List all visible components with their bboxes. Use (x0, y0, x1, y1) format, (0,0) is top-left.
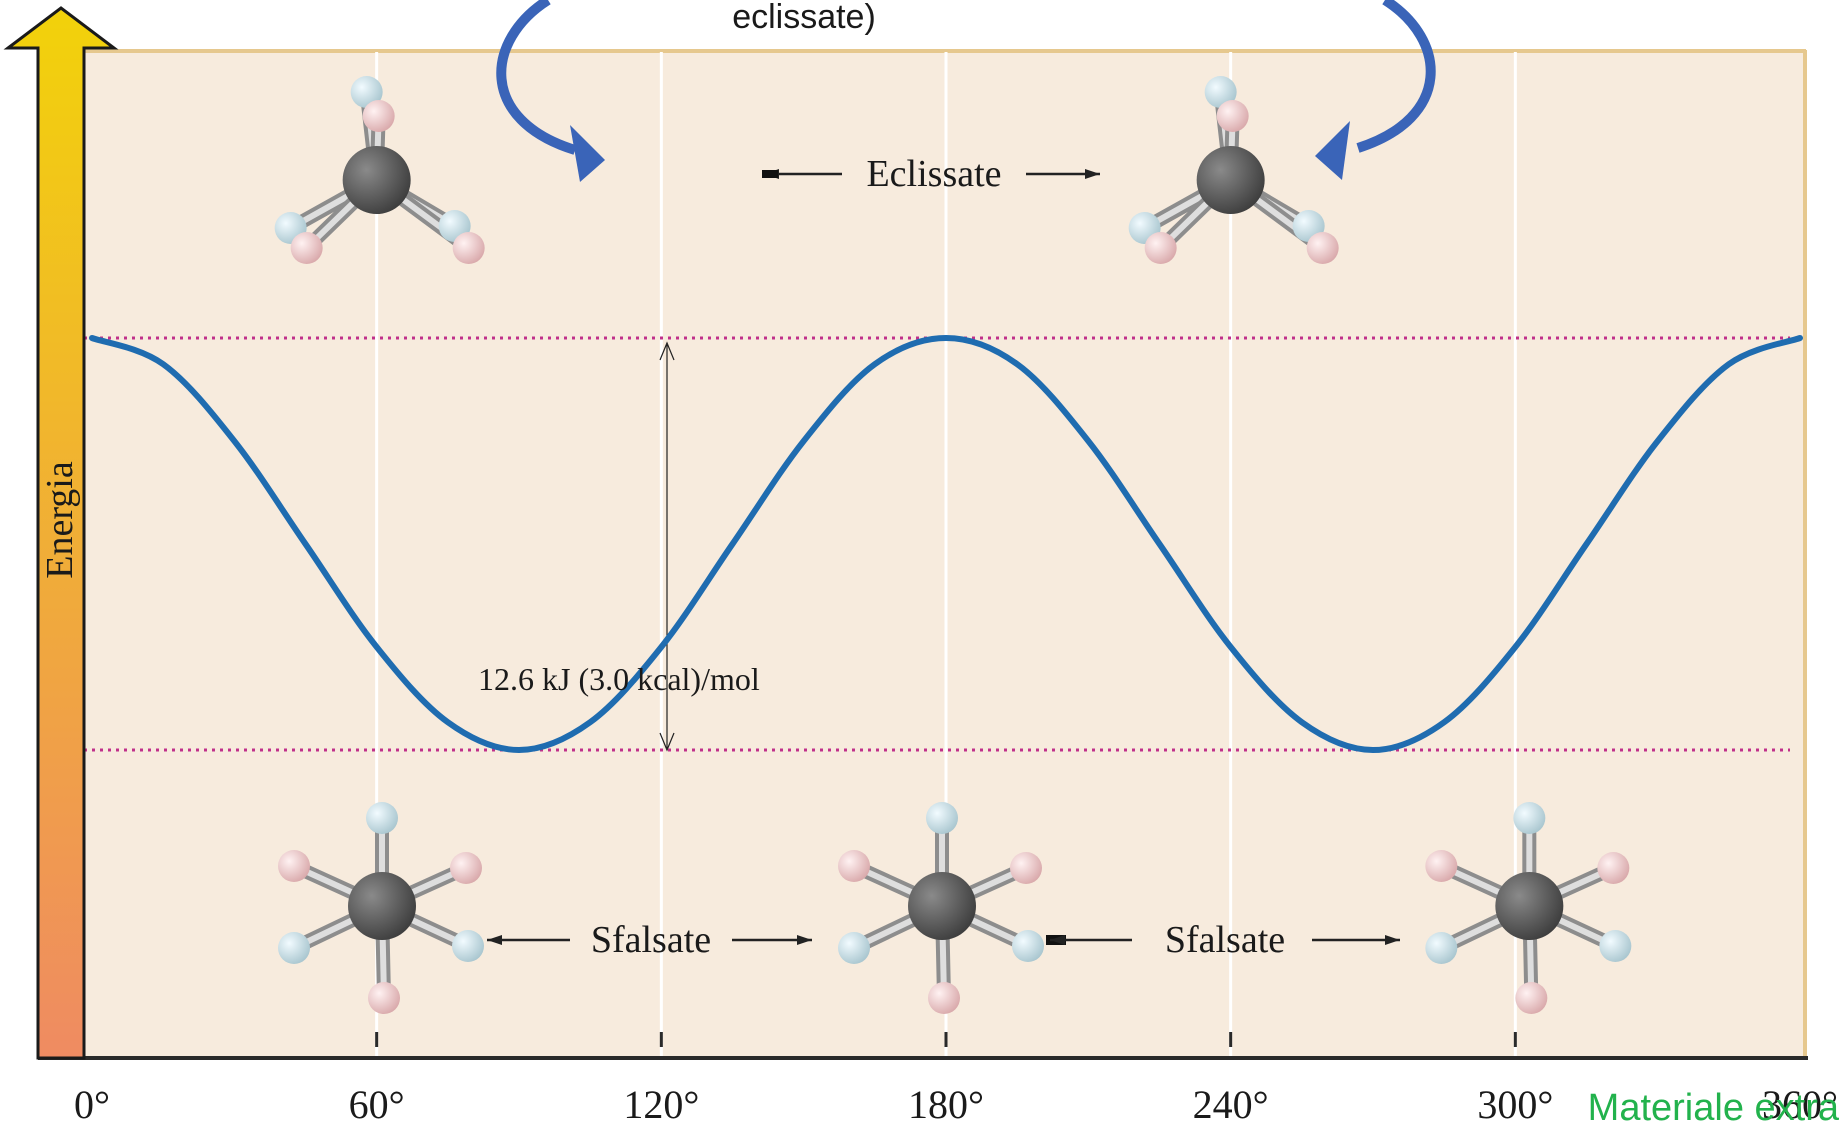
eclipsed-curved-arrow-right (1356, 0, 1436, 153)
x-tick-label-3: 180° (908, 1082, 984, 1127)
hydrogen-atom-5 (368, 982, 400, 1014)
hydrogen-atom-4 (1012, 930, 1044, 962)
x-tick-label-6: 360° (1762, 1082, 1838, 1127)
staggered-label-group-1: Sfalsate (487, 919, 812, 961)
hydrogen-atom-0 (350, 76, 383, 108)
hydrogen-atom-2 (1597, 852, 1630, 884)
hydrogen-atom-1 (838, 850, 870, 882)
x-tick-label-1: 60° (349, 1082, 405, 1127)
eclipsed-curved-arrow-left (496, 0, 577, 155)
carbon-atom (342, 146, 411, 214)
eclipsed-label: Eclissate (866, 153, 1001, 195)
hydrogen-atom-0 (926, 802, 958, 834)
hydrogen-atom-5 (1306, 232, 1339, 264)
hydrogen-atom-3 (290, 232, 323, 264)
energy-curve-series-0 (89, 334, 1803, 754)
hydrogen-atom-3 (838, 932, 870, 964)
extra-material-note: Materiale extra (1588, 1087, 1839, 1129)
x-tick-label-0: 0° (74, 1082, 110, 1127)
barrier-label: 12.6 kJ (3.0 kcal)/mol (478, 661, 760, 697)
eclipsed-molecule-2 (1128, 76, 1339, 264)
barrier-arrowhead-bottom (659, 732, 675, 752)
eclipsed-label-group: Eclissate (762, 153, 1100, 195)
staggered-label-1: Sfalsate (591, 919, 711, 961)
staggered-molecule-1 (278, 802, 484, 1014)
hydrogen-atom-2 (450, 852, 482, 884)
hydrogen-atom-4 (452, 930, 484, 962)
molecule-models (274, 76, 1632, 1014)
energy-curve-layer (89, 334, 1803, 754)
eclipsed-arrowhead-right (1315, 121, 1350, 180)
hydrogen-atom-1 (1425, 850, 1458, 882)
hydrogen-atom-3 (1425, 932, 1458, 964)
hydrogen-atom-4 (1599, 930, 1632, 962)
carbon-atom (908, 872, 976, 940)
eclipsed-arrow-left-tail (762, 170, 778, 178)
hydrogen-atom-1 (278, 850, 310, 882)
carbon-atom (1196, 146, 1265, 214)
hydrogen-atom-1 (362, 100, 395, 132)
staggered-molecule-2 (838, 802, 1044, 1014)
hydrogen-atom-3 (278, 932, 310, 964)
x-axis-labels: 0° 60° 120° 180° 240° 300° 360° (74, 1082, 1838, 1127)
x-tick-label-4: 240° (1193, 1082, 1269, 1127)
hydrogen-atom-5 (1515, 982, 1548, 1014)
staggered-molecule-3 (1425, 802, 1632, 1014)
eclipsed-arrowhead-left (570, 125, 605, 182)
barrier-arrowhead-top (659, 341, 675, 361)
carbon-atom (1495, 872, 1564, 940)
eclipsed-molecule-1 (274, 76, 485, 264)
hydrogen-atom-0 (1204, 76, 1237, 108)
hydrogen-atom-5 (452, 232, 485, 264)
hydrogen-atom-3 (1144, 232, 1177, 264)
staggered-label-2: Sfalsate (1165, 919, 1285, 961)
hydrogen-atom-2 (1010, 852, 1042, 884)
x-tick-label-5: 300° (1477, 1082, 1553, 1127)
staggered-label-group-2: Sfalsate (1046, 919, 1400, 961)
hydrogen-atom-1 (1216, 100, 1249, 132)
x-axis-ticks (375, 1032, 1517, 1047)
hydrogen-atom-0 (366, 802, 398, 834)
carbon-atom (348, 872, 416, 940)
y-axis-label: Energia (39, 461, 81, 579)
x-tick-label-2: 120° (623, 1082, 699, 1127)
hydrogen-atom-5 (928, 982, 960, 1014)
hydrogen-atom-0 (1513, 802, 1546, 834)
title-fragment: eclissate) (732, 0, 876, 36)
energy-axis-arrow (3, 6, 119, 1060)
